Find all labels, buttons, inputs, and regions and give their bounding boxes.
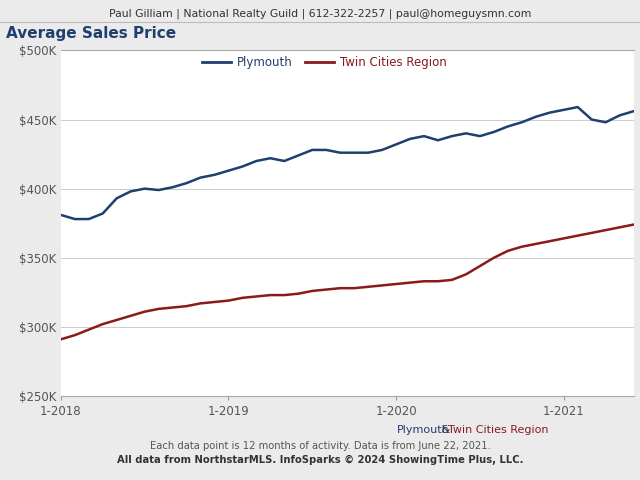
Text: Twin Cities Region: Twin Cities Region (448, 425, 548, 435)
Text: Paul Gilliam | National Realty Guild | 612-322-2257 | paul@homeguysmn.com: Paul Gilliam | National Realty Guild | 6… (109, 9, 531, 19)
Text: Plymouth: Plymouth (397, 425, 449, 435)
Legend: Plymouth, Twin Cities Region: Plymouth, Twin Cities Region (202, 56, 447, 69)
Text: All data from NorthstarMLS. InfoSparks © 2024 ShowingTime Plus, LLC.: All data from NorthstarMLS. InfoSparks ©… (116, 455, 524, 465)
Text: Average Sales Price: Average Sales Price (6, 26, 177, 41)
Text: &: & (438, 425, 454, 435)
Text: Each data point is 12 months of activity. Data is from June 22, 2021.: Each data point is 12 months of activity… (150, 441, 490, 451)
